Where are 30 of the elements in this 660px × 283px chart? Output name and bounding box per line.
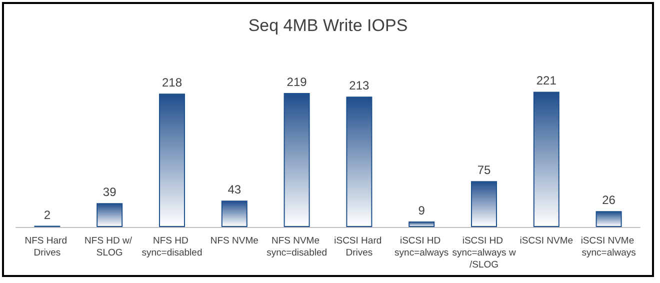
bar — [533, 92, 560, 227]
data-label: 75 — [477, 163, 491, 178]
data-label: 9 — [418, 203, 426, 218]
bar — [471, 181, 497, 227]
x-tick-label: iSCSI NVMe — [520, 236, 574, 246]
data-label: 213 — [349, 78, 370, 93]
data-label: 26 — [602, 193, 616, 208]
data-label: 43 — [228, 182, 242, 197]
x-tick-label: NFS HD w/ SLOG — [84, 236, 135, 258]
x-tick-label: iSCSI HD sync=always — [394, 236, 449, 258]
bar — [596, 211, 622, 227]
x-tick-label: iSCSI Hard Drives — [334, 236, 384, 258]
bar — [284, 92, 310, 227]
bar — [408, 221, 435, 227]
data-label: 218 — [162, 76, 182, 90]
data-label: 2 — [44, 208, 51, 222]
x-tick-label: NFS HD sync=disabled — [142, 236, 202, 258]
data-label: 221 — [536, 74, 557, 88]
x-tick-label: NFS NVMe — [210, 236, 258, 246]
x-tick-label: iSCSI HD sync=always w/SLOG — [452, 236, 516, 270]
bar — [159, 94, 185, 227]
data-label: 219 — [286, 74, 308, 89]
x-tick-label: iSCSI NVMe sync=always — [580, 236, 637, 258]
bar — [96, 203, 123, 227]
bar — [221, 200, 248, 227]
data-label: 39 — [102, 185, 117, 200]
bar — [346, 96, 372, 227]
x-tick-label: NFS Hard Drives — [24, 236, 70, 258]
chart-title: Seq 4MB Write IOPS — [248, 16, 408, 35]
x-tick-label: NFS NVMe sync=disabled — [266, 236, 328, 258]
